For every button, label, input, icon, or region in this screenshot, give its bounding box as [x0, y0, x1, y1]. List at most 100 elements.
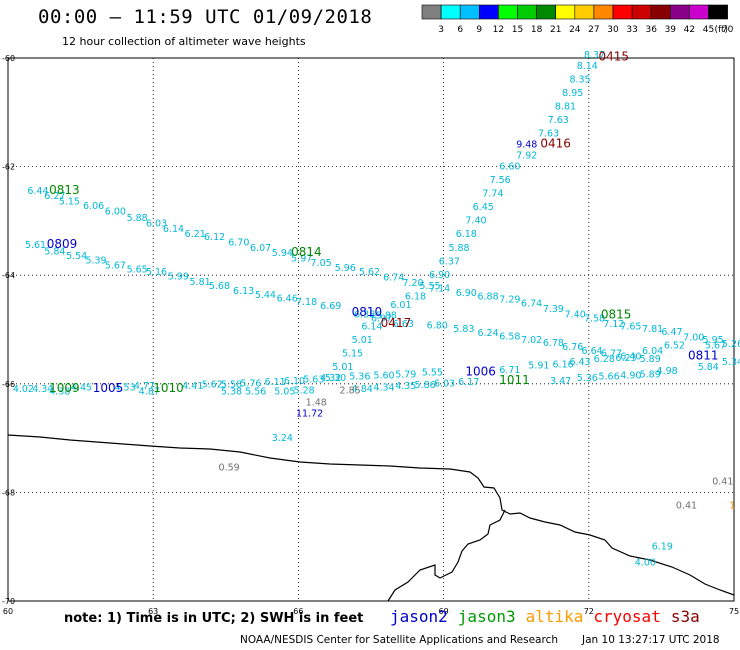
wave-height-value: 5.88 [376, 311, 397, 322]
graticule [8, 58, 734, 601]
wave-height-value: 5.62 [359, 267, 380, 278]
credit-line: NOAA/NESDIS Center for Satellite Applica… [240, 634, 558, 646]
wave-height-value: 6.69 [320, 301, 341, 312]
lon-tick-label: 60 [3, 607, 13, 616]
wave-height-value: 1.48 [306, 398, 327, 409]
pass-time-label: 0810 [352, 305, 383, 319]
wave-height-value: 5.91 [528, 361, 549, 372]
legend-label: 27 [588, 25, 599, 35]
wave-height-value: 5.63 [303, 375, 324, 386]
wave-height-value: 5.38 [221, 387, 242, 398]
wave-height-value: 7.63 [548, 115, 569, 126]
wave-height-value: 7.39 [543, 304, 564, 315]
wave-height-value: 5.39 [85, 255, 106, 266]
pass-time-label: 1006 [465, 365, 496, 379]
wave-height-value: 4.35 [395, 381, 416, 392]
wave-height-value: 7.74 [482, 188, 503, 199]
wave-height-value: 9.48 [516, 140, 537, 151]
legend-label: 21 [550, 25, 561, 35]
legend-swatch [440, 4, 461, 20]
wave-height-value: 5.68 [209, 281, 230, 292]
wave-height-value: 6.24 [477, 328, 498, 339]
wave-height-value: 6.12 [204, 232, 225, 243]
wave-height-value: 5.16 [146, 267, 167, 278]
wave-height-value: 5.67 [705, 341, 726, 352]
wave-height-value: 6.74 [383, 273, 404, 284]
legend-label: 6 [457, 25, 463, 35]
wave-height-value: 5.89 [640, 369, 661, 380]
wave-height-value: 3.47 [550, 376, 571, 387]
wave-height-value: 6.18 [456, 229, 477, 240]
wave-height-value: 8.37 [584, 50, 605, 61]
wave-height-value: 2.85 [340, 386, 361, 397]
wave-height-value: 5.79 [395, 369, 416, 380]
lat-tick-label: -64 [2, 271, 15, 280]
pass-time-label: 0815 [601, 308, 632, 322]
wave-height-value: 7.63 [538, 129, 559, 140]
legend-swatch [593, 4, 614, 20]
legend-label: 15 [512, 25, 523, 35]
wave-height-value: 4.02 [13, 384, 34, 395]
wave-height-value: 5.36 [349, 371, 370, 382]
wave-height-value: 5.65 [127, 264, 148, 275]
wave-height-value: 7.02 [521, 335, 542, 346]
color-legend: 3 6 9 12 15 18 21 24 27 30 33 36 39 42 45 70(ft) [421, 4, 734, 35]
wave-height-value: 6.38 [354, 310, 375, 321]
wave-height-value: 4.32 [320, 373, 341, 384]
wave-height-value: 5.01 [332, 362, 353, 373]
wave-height-value: 4.34 [32, 384, 53, 395]
pass-time-label: 0417 [381, 316, 412, 330]
lon-tick-label: 66 [293, 607, 303, 616]
wave-height-value: 6.37 [439, 256, 460, 267]
wave-height-value: 6.60 [499, 161, 520, 172]
wave-height-value: 4.84 [352, 384, 373, 395]
wave-height-value: 5.05 [274, 387, 295, 398]
wave-height-value: 6.13 [233, 286, 254, 297]
wave-height-value: 5.89 [640, 354, 661, 365]
wave-height-value: 6.40 [620, 351, 641, 362]
pass-time-label: 0813 [49, 183, 80, 197]
wave-height-value: 4.87 [139, 387, 160, 398]
wave-height-value: 6.17 [458, 377, 479, 388]
legend-swatch [498, 4, 518, 20]
wave-height-value: 6.64 [582, 346, 603, 357]
pass-time-label: 0416 [540, 137, 571, 151]
wave-height-value: 5.84 [44, 247, 65, 258]
units-note: note: 1) Time is in UTC; 2) SWH is in fe… [64, 611, 364, 626]
wave-height-value: 6.90 [456, 288, 477, 299]
wave-height-value: 5.61 [25, 240, 46, 251]
satellite-s3a-label: s3a [670, 607, 700, 626]
legend-swatch [421, 4, 442, 20]
wave-height-value: 7.18 [296, 297, 317, 308]
wave-height-value: 8.14 [577, 61, 598, 72]
legend-swatch [612, 4, 633, 20]
lon-tick-label: 69 [439, 607, 449, 616]
wave-height-value: 5.84 [698, 362, 719, 373]
wave-height-value: 5.99 [168, 272, 189, 283]
satellite-legend: jason2 jason3 altika cryosat s3a [390, 607, 710, 626]
page-subtitle: 12 hour collection of altimeter wave hei… [62, 35, 306, 48]
legend-label: 3 [438, 25, 444, 35]
wave-height-value: 6.01 [390, 300, 411, 311]
legend-swatch [536, 4, 556, 20]
lat-tick-label: -70 [2, 597, 15, 606]
wave-height-value: 5.44 [255, 290, 276, 301]
wave-height-value: 4.00 [635, 558, 656, 569]
wave-height-value: 6.70 [228, 237, 249, 248]
wave-height-value: 5.55 [419, 281, 440, 292]
map-frame [7, 57, 735, 602]
wave-height-value: 0.41 [676, 501, 697, 512]
wave-height-value: 5.54 [66, 251, 87, 262]
legend-swatch [478, 4, 499, 20]
wave-height-value: 7.20 [402, 278, 423, 289]
lon-tick-label: 63 [148, 607, 158, 616]
wave-height-value: 6.14 [361, 322, 382, 333]
satellite-cryosat-label: cryosat [593, 607, 661, 626]
wave-height-value: 4.41 [182, 381, 203, 392]
legend-swatch [555, 4, 576, 20]
legend-label: 18 [531, 25, 543, 35]
coastline-outer [7, 434, 735, 596]
wave-height-value: 7.29 [499, 294, 520, 305]
legend-label: 39 [665, 25, 677, 35]
